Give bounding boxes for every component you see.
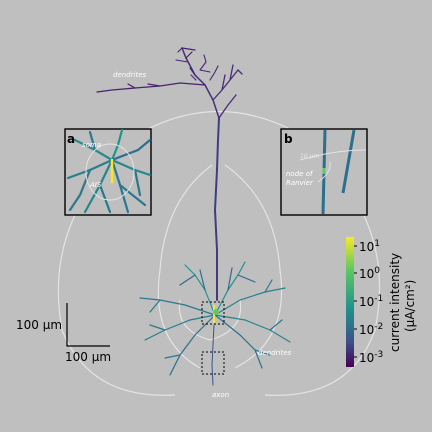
axon-label: axon xyxy=(212,391,229,399)
dendrites-label-bottom: dendrites xyxy=(258,349,292,357)
apical-branch-left xyxy=(96,82,206,93)
basal-branch xyxy=(144,314,216,341)
outer-arc-outline xyxy=(149,110,289,129)
scale-bar-horizontal-label: 100 µm xyxy=(65,350,111,364)
soma xyxy=(213,309,219,315)
soma-zoom-box xyxy=(201,301,225,325)
inset-a-branch xyxy=(68,130,147,214)
basal-branch xyxy=(179,267,256,291)
ais-label: AIS xyxy=(89,181,102,189)
colorbar: 101 100 10-1 10-2 10-3 current intensity… xyxy=(346,237,417,367)
scale-bar-lines xyxy=(66,303,110,347)
colorbar-ticks xyxy=(354,245,357,358)
soma-ring-outline xyxy=(178,299,242,341)
basal-branch xyxy=(214,261,246,316)
dendrites-label-top: dendrites xyxy=(113,71,147,79)
soma-label: soma xyxy=(82,141,101,149)
inset-a: a soma AIS xyxy=(64,128,152,216)
inset-b-scale-label: 10 μm xyxy=(300,153,319,160)
scale-bar: 100 µm 100 µm xyxy=(16,303,111,364)
basal-branch xyxy=(214,287,286,316)
colorbar-gradient xyxy=(346,237,354,367)
inset-b-outline xyxy=(299,149,367,183)
basal-branch xyxy=(214,314,263,369)
colorbar-tick-label: 10-2 xyxy=(359,322,383,337)
panel-b-letter: b xyxy=(284,132,293,146)
inset-b-axon-right xyxy=(341,129,356,194)
colorbar-tick-label: 101 xyxy=(359,239,380,254)
colorbar-tick-label: 100 xyxy=(359,266,380,281)
apical-dendrite-tree xyxy=(96,47,243,301)
node-of-ranvier-label-2: Ranvier xyxy=(286,179,314,187)
inset-a-soma-ring xyxy=(85,143,135,201)
panel-a-letter: a xyxy=(67,132,75,146)
inset-a-branch xyxy=(110,138,152,162)
node-of-ranvier-label-1: node of xyxy=(286,170,314,178)
apical-branch-left2 xyxy=(127,47,196,89)
basal-branch xyxy=(139,297,216,316)
node-zoom-box xyxy=(201,351,225,375)
apical-trunk xyxy=(213,117,220,301)
apical-branch-right xyxy=(212,64,243,119)
inset-b: b 10 μm node of Ranvier xyxy=(280,128,368,216)
scale-bar-vertical-label: 100 µm xyxy=(16,318,62,332)
apical-branch-twigs xyxy=(175,47,219,81)
basal-branch xyxy=(184,264,216,316)
basal-branch xyxy=(169,314,216,376)
axon-segment xyxy=(211,324,215,386)
inner-envelope-outline xyxy=(157,164,283,369)
colorbar-tick-label: 10-1 xyxy=(359,294,383,309)
basal-branch xyxy=(149,279,283,359)
colorbar-tick-label: 10-3 xyxy=(359,350,383,365)
apical-branch-main xyxy=(181,47,220,119)
basal-branch xyxy=(214,314,291,343)
colorbar-units: (μA/cm²) xyxy=(403,280,417,332)
colorbar-title: current intensity xyxy=(388,253,402,352)
